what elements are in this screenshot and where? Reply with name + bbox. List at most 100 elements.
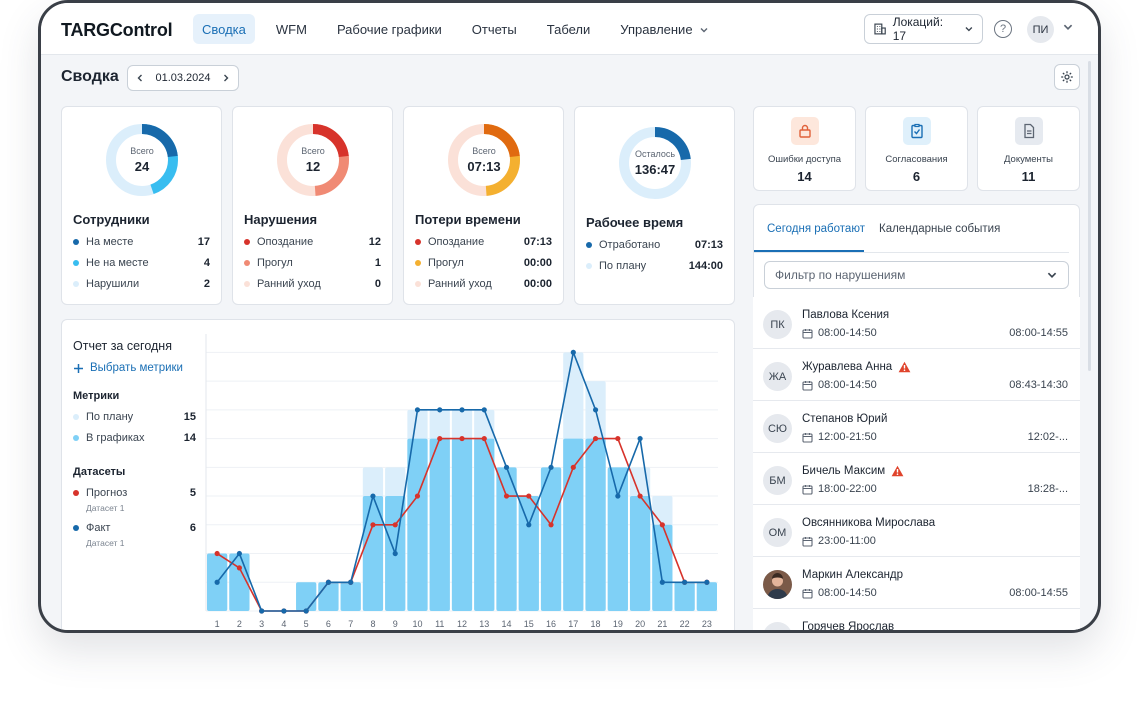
employee-name: Бичель Максим (802, 465, 886, 477)
date-picker[interactable]: 01.03.2024 (127, 65, 239, 91)
employee-row[interactable]: Маркин Александр 08:00-14:50 08:00-14:55 (753, 557, 1080, 609)
legend-item: Ранний уход 0 (244, 276, 381, 292)
nav-item-timesheets[interactable]: Табели (538, 14, 600, 44)
locations-label: Локаций: 17 (892, 15, 944, 43)
legend-label: По плану (599, 260, 647, 272)
x-tick-label: 11 (435, 619, 444, 629)
point-forecast (637, 493, 643, 499)
nav-item-summary[interactable]: Сводка (193, 14, 255, 44)
legend-label: Прогул (257, 257, 293, 269)
donut-svg (619, 127, 691, 199)
employee-name-wrap: Журавлева Анна (802, 361, 911, 373)
tab-today-working[interactable]: Сегодня работают (767, 223, 865, 235)
x-tick-label: 23 (702, 619, 712, 629)
point-fact (303, 608, 309, 614)
card-title: Потери времени (415, 212, 521, 227)
locations-select[interactable]: Локаций: 17 (864, 14, 983, 44)
pick-metrics-button[interactable]: Выбрать метрики (73, 362, 183, 374)
tile-approvals[interactable]: Согласования 6 (865, 106, 968, 191)
employee-row[interactable]: ГЯ Горячев Ярослав (753, 609, 1080, 630)
bar-schedule (496, 467, 517, 611)
datasets-title: Датасеты (73, 466, 126, 478)
tab-calendar-events[interactable]: Календарные события (879, 223, 1001, 235)
point-fact (615, 493, 621, 499)
card-title: Сотрудники (73, 212, 150, 227)
scrollbar[interactable] (1088, 61, 1091, 371)
point-fact (570, 349, 576, 355)
settings-button[interactable] (1054, 64, 1080, 90)
tile-access-errors[interactable]: Ошибки доступа 14 (753, 106, 856, 191)
stat-card-time-loss: Всего 07:13 Потери времени Опоздание 07:1… (403, 106, 564, 305)
employee-row[interactable]: ЖА Журавлева Анна 08:00-14:50 08:43-14:30 (753, 349, 1080, 401)
page-header: Сводка 01.03.2024 (41, 55, 1098, 101)
nav-item-management[interactable]: Управление (611, 14, 717, 44)
tile-icon-box (1015, 117, 1043, 145)
legend-value: 12 (368, 236, 381, 248)
employee-name: Маркин Александр (802, 569, 904, 581)
legend-label: Не на месте (86, 257, 149, 269)
legend-dot (586, 263, 592, 269)
employee-fact-time: 08:00-14:55 (1009, 587, 1068, 599)
employee-schedule: 08:00-14:50 (802, 587, 877, 599)
point-fact (214, 579, 220, 585)
violations-filter[interactable]: Фильтр по нарушениям (764, 261, 1069, 289)
employee-fact-time: 18:28-... (1027, 483, 1068, 495)
nav-item-wfm[interactable]: WFM (267, 14, 316, 44)
calendar-icon (802, 484, 813, 495)
pick-metrics-label: Выбрать метрики (90, 362, 183, 374)
help-icon[interactable]: ? (994, 20, 1012, 38)
legend-dot (244, 239, 250, 245)
tab-active-underline (754, 250, 864, 252)
point-fact (325, 579, 332, 585)
x-tick-label: 7 (348, 619, 353, 629)
donut-value: 136:47 (634, 162, 676, 177)
point-fact (236, 550, 242, 557)
point-forecast (392, 522, 398, 528)
donut-segment (277, 124, 349, 196)
legend-item: Опоздание 07:13 (415, 234, 552, 250)
employee-name-wrap: Бичель Максим (802, 465, 904, 477)
chevron-left-icon[interactable] (135, 73, 145, 83)
employee-row[interactable]: ОМ Овсянникова Мирослава 23:00-11:00 (753, 505, 1080, 557)
point-fact (281, 608, 287, 614)
point-forecast (414, 493, 421, 499)
point-forecast (592, 435, 599, 442)
legend-item: По плану 144:00 (586, 258, 723, 274)
employee-name: Овсянникова Мирослава (802, 517, 936, 529)
nav-item-reports[interactable]: Отчеты (463, 14, 526, 44)
chevron-down-icon[interactable] (1062, 21, 1074, 33)
legend-dot (73, 490, 79, 496)
employee-name-wrap: Павлова Ксения (802, 309, 889, 321)
logo: TARGControl (61, 20, 173, 40)
metric-item[interactable]: По плану 15 (73, 411, 196, 423)
schedule-time: 08:00-14:50 (818, 587, 877, 599)
dataset-item[interactable]: Прогноз 5 (73, 487, 196, 499)
employee-row[interactable]: СЮ Степанов Юрий 12:00-21:50 12:02-... (753, 401, 1080, 453)
tile-value: 6 (912, 169, 921, 184)
point-forecast (615, 435, 621, 442)
bar-schedule (318, 582, 339, 611)
donut-chart: Всего 07:13 (446, 122, 522, 198)
stat-card-employees: Всего 24 Сотрудники На месте 17 Не на мес… (61, 106, 222, 305)
legend-value: 144:00 (688, 260, 723, 272)
employee-row[interactable]: ПК Павлова Ксения 08:00-14:50 08:00-14:55 (753, 297, 1080, 349)
nav-item-schedules[interactable]: Рабочие графики (328, 14, 451, 44)
employee-row[interactable]: БМ Бичель Максим 18:00-22:00 18:28-... (753, 453, 1080, 505)
tile-documents[interactable]: Документы 11 (977, 106, 1080, 191)
tile-value: 11 (1021, 169, 1036, 184)
x-tick-label: 18 (591, 619, 601, 629)
top-bar: TARGControl Сводка WFM Рабочие графики О… (41, 3, 1098, 55)
calendar-icon (802, 328, 813, 339)
point-fact (659, 579, 665, 585)
x-tick-label: 20 (635, 619, 645, 629)
chevron-right-icon[interactable] (221, 73, 231, 83)
employee-photo (763, 570, 792, 599)
employee-avatar: БМ (763, 466, 792, 495)
employee-name-wrap: Степанов Юрий (802, 413, 887, 425)
bar-schedule (540, 467, 562, 611)
dataset-item[interactable]: Факт 6 (73, 522, 196, 534)
donut-segment (448, 124, 520, 196)
point-fact (392, 550, 398, 557)
user-avatar[interactable]: ПИ (1027, 16, 1054, 43)
metric-item[interactable]: В графиках 14 (73, 432, 196, 444)
